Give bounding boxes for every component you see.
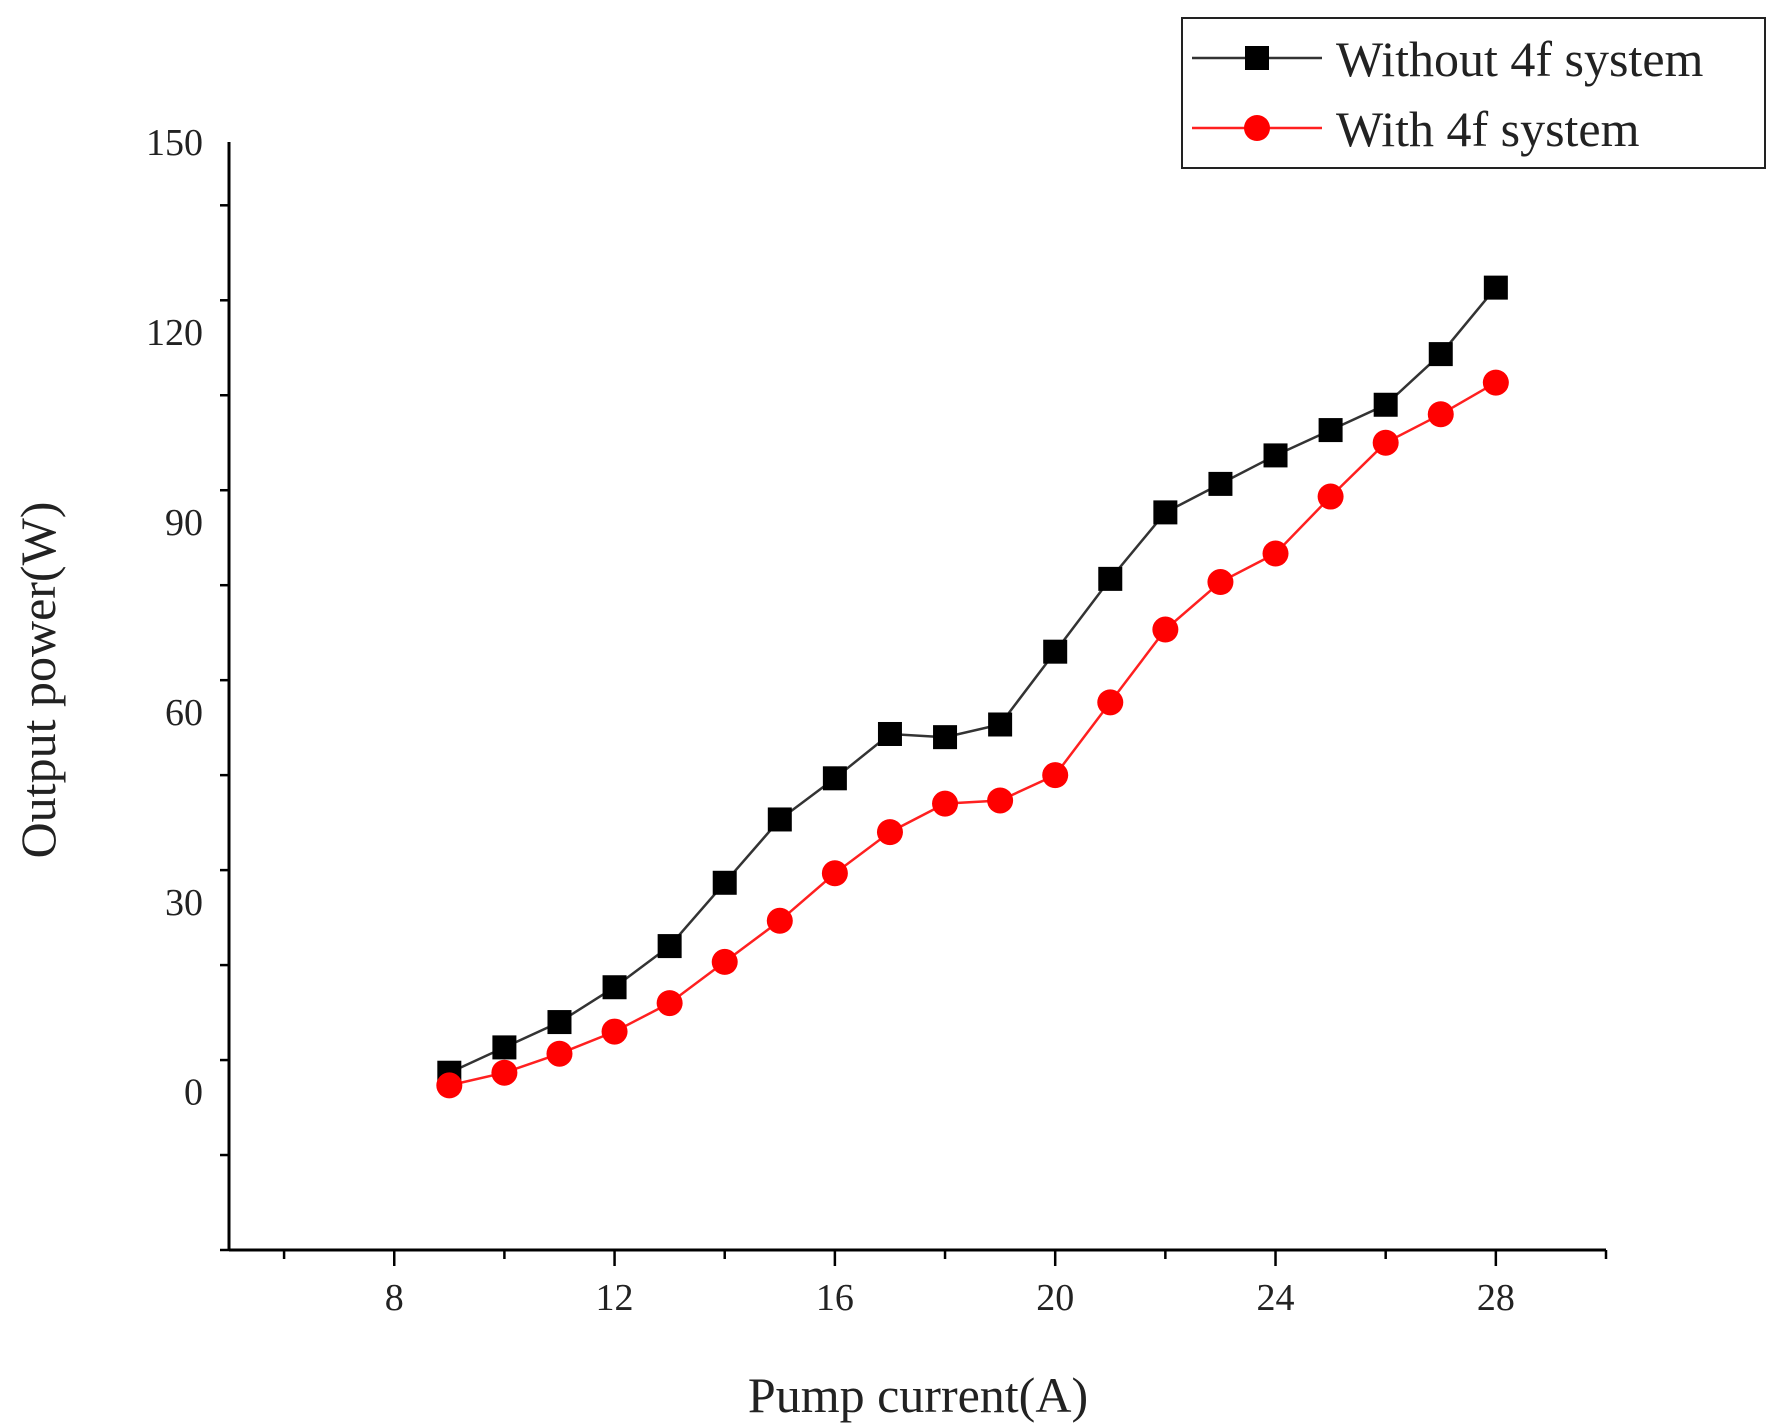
data-point-without-4f	[1428, 342, 1453, 367]
data-point-without-4f	[822, 766, 847, 791]
data-point-with-4f	[1427, 401, 1454, 428]
data-point-without-4f	[1263, 443, 1288, 468]
data-point-with-4f	[932, 790, 959, 817]
data-point-with-4f	[546, 1040, 573, 1067]
data-point-without-4f	[602, 975, 627, 1000]
data-point-without-4f	[933, 725, 958, 750]
y-tick-label: 30	[165, 882, 203, 924]
data-point-without-4f	[712, 870, 737, 895]
data-point-without-4f	[657, 934, 682, 959]
x-tick-label: 8	[385, 1277, 404, 1319]
y-tick-label: 120	[146, 312, 203, 354]
legend-label-with-4f: With 4f system	[1336, 101, 1640, 157]
data-point-with-4f	[1317, 483, 1344, 510]
data-point-with-4f	[1152, 616, 1179, 643]
y-axis-title: Output power(W)	[10, 502, 66, 859]
data-point-with-4f	[436, 1072, 463, 1099]
data-point-without-4f	[767, 807, 792, 832]
data-point-without-4f	[877, 721, 902, 746]
data-point-without-4f	[1318, 418, 1343, 443]
data-point-without-4f	[492, 1035, 517, 1060]
data-point-without-4f	[1153, 500, 1178, 525]
y-tick-label: 150	[146, 122, 203, 164]
data-point-with-4f	[821, 860, 848, 887]
x-tick-label: 16	[816, 1277, 854, 1319]
data-point-with-4f	[1207, 569, 1234, 596]
data-point-without-4f	[1483, 275, 1508, 300]
x-tick-label: 12	[596, 1277, 634, 1319]
legend-label-without-4f: Without 4f system	[1336, 31, 1704, 87]
x-tick-label: 20	[1036, 1277, 1074, 1319]
data-point-without-4f	[1208, 471, 1233, 496]
y-tick-label: 90	[165, 502, 203, 544]
data-point-with-4f	[987, 787, 1014, 814]
x-tick-label: 28	[1477, 1277, 1515, 1319]
x-tick-label: 24	[1257, 1277, 1295, 1319]
data-point-with-4f	[1042, 762, 1069, 789]
legend-marker-with-4f	[1244, 115, 1270, 141]
plot-area	[436, 275, 1509, 1099]
data-point-with-4f	[1482, 369, 1509, 396]
legend: Without 4f system With 4f system	[1181, 17, 1766, 169]
y-tick-label: 0	[184, 1072, 203, 1114]
data-point-without-4f	[547, 1010, 572, 1035]
x-axis-title: Pump current(A)	[748, 1367, 1088, 1423]
data-point-with-4f	[491, 1059, 518, 1086]
data-point-without-4f	[1043, 639, 1068, 664]
data-point-with-4f	[876, 819, 903, 846]
data-point-with-4f	[601, 1018, 628, 1045]
data-point-without-4f	[988, 712, 1013, 737]
data-point-with-4f	[1372, 429, 1399, 456]
series-line-without-4f	[448, 286, 1497, 1074]
data-point-with-4f	[711, 948, 738, 975]
y-tick-label: 60	[165, 692, 203, 734]
data-point-with-4f	[1097, 689, 1124, 716]
data-point-with-4f	[1262, 540, 1289, 567]
axes: 0 30 60 90 120 150 8 12 16 20 24 28	[146, 122, 1608, 1319]
data-point-without-4f	[1098, 566, 1123, 591]
legend-box	[1181, 17, 1766, 169]
data-point-with-4f	[656, 990, 683, 1017]
data-point-with-4f	[766, 907, 793, 934]
legend-marker-without-4f	[1245, 46, 1269, 70]
data-point-without-4f	[1373, 392, 1398, 417]
